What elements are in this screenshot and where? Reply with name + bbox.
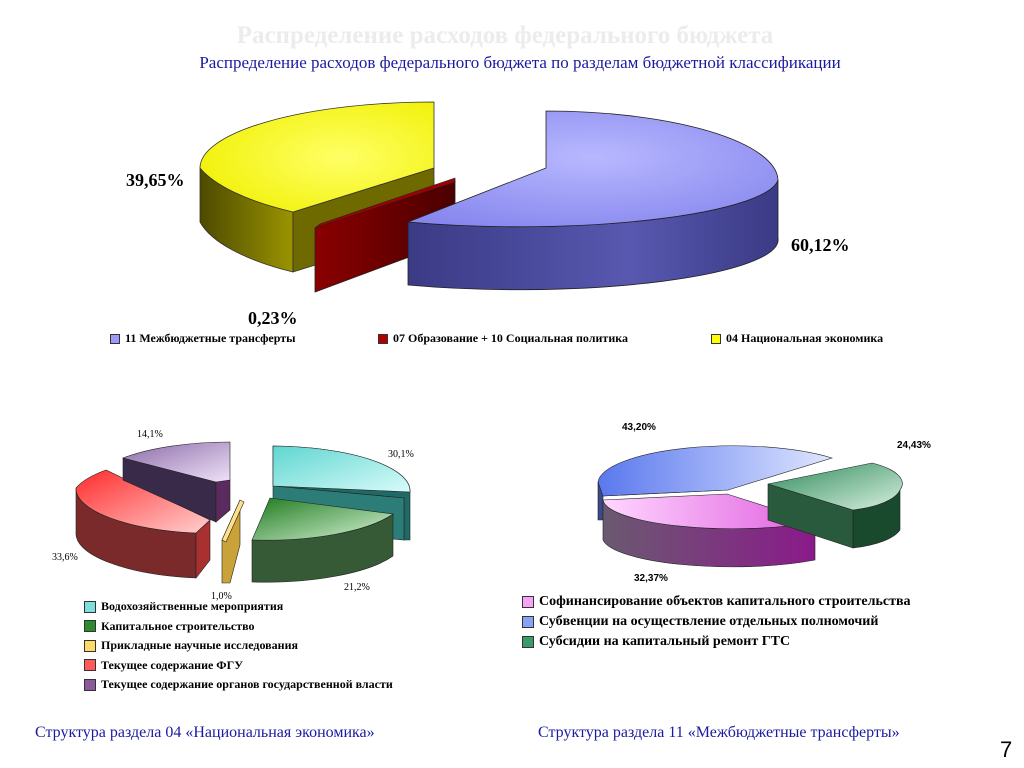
legend-item-research: Прикладные научные исследования [84,636,393,656]
legend-label: Софинансирование объектов капитального с… [539,594,911,609]
legend-item-fgu: Текущее содержание ФГУ [84,656,393,676]
legend-swatch [84,678,96,691]
legend-label: 07 Образование + 10 Социальная политика [393,331,628,345]
legend-item-gts: Субсидии на капитальный ремонт ГТС [522,632,911,652]
legend-label: Текущее содержание ФГУ [101,657,244,672]
caption-interbudget-transfers: Структура раздела 11 «Межбюджетные транс… [538,724,900,741]
data-label-government-bodies: 14,1% [137,429,163,440]
legend-swatch [522,616,534,628]
legend-swatch [711,333,721,344]
legend-label: Текущее содержание органов государственн… [101,677,393,691]
legend-swatch [110,333,120,344]
data-label-gts-repair: 24,43% [897,440,931,451]
chart-subtitle: Распределение расходов федерального бюдж… [199,53,841,72]
slice-gts-repair [767,462,903,549]
slice-interbudget-transfers [407,110,779,291]
legend-swatch [84,639,96,652]
data-label-applied-research: 1,0% [211,591,232,602]
data-label-education-social: 0,23% [248,308,298,328]
legend-item-water: Водохозяйственные мероприятия [84,597,393,617]
data-label-national-economy: 39,65% [126,170,185,190]
legend-item-economy: 04 Национальная экономика [711,331,883,346]
slice-capital-construction [251,497,394,583]
legend-item-subventions: Субвенции на осуществление отдельных пол… [522,612,911,632]
legend-label: 11 Межбюджетные трансферты [125,331,296,345]
legend-swatch [522,636,534,648]
legend-swatch [84,620,96,633]
legend-label: Субвенции на осуществление отдельных пол… [539,614,879,629]
interbudget-legend: Софинансирование объектов капитального с… [522,592,911,652]
legend-swatch [378,333,388,344]
legend-label: Капитальное строительство [101,618,255,633]
legend-swatch [84,659,96,672]
legend-label: Водохозяйственные мероприятия [101,599,284,613]
legend-item-cofinancing: Софинансирование объектов капитального с… [522,592,911,612]
data-label-fgu-maintenance: 33,6% [52,552,78,563]
slice-subventions [597,445,834,521]
legend-swatch [84,600,96,613]
data-label-subventions: 43,20% [622,422,656,433]
data-label-interbudget-transfers: 60,12% [791,235,850,255]
slice-applied-research [221,499,245,584]
legend-item-government: Текущее содержание органов государственн… [84,675,393,695]
legend-label: Прикладные научные исследования [101,638,298,652]
data-label-capital-construction: 21,2% [344,582,370,593]
legend-label: 04 Национальная экономика [726,331,884,345]
page-number: 7 [1000,737,1013,762]
caption-national-economy: Структура раздела 04 «Национальная эконо… [35,724,375,741]
legend-item-education: 07 Образование + 10 Социальная политика [378,331,628,346]
legend-item-interbudget: 11 Межбюджетные трансферты [110,331,296,346]
data-label-cofinancing: 32,37% [634,573,668,584]
data-label-water-management: 30,1% [388,449,414,460]
slice-government-bodies [122,441,231,523]
slice-fgu-maintenance [75,469,211,579]
page-title: Распределение расходов федерального бюдж… [236,22,774,49]
legend-label: Субсидии на капитальный ремонт ГТС [539,634,791,649]
national-economy-legend: Водохозяйственные мероприятия Капитально… [84,597,393,695]
legend-item-construction: Капитальное строительство [84,617,393,637]
legend-swatch [522,596,534,608]
